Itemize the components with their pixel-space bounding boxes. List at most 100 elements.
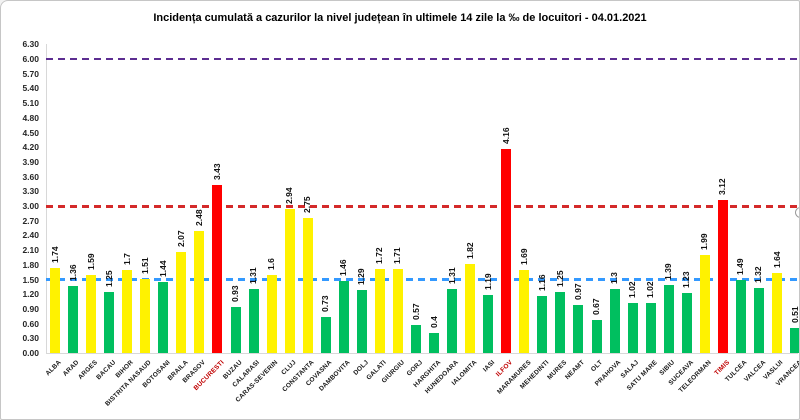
bar-value-label: 0.67 (591, 298, 602, 316)
bar-value-label: 1.25 (103, 270, 114, 287)
y-tick-label: 5.40 (22, 83, 39, 94)
bar-arges (86, 275, 97, 353)
bar-value-label: 0.73 (320, 295, 331, 313)
bar-value-label: 2.48 (193, 209, 204, 227)
bar-value-label: 0.97 (572, 283, 583, 301)
y-tick-label: 3.60 (22, 171, 39, 182)
bar-value-label: 0.93 (230, 285, 241, 303)
bar-maramures (519, 270, 530, 353)
y-tick-label: 3.90 (22, 156, 39, 167)
y-tick-label: 6.30 (22, 39, 39, 50)
bar-value-label: 1.72 (374, 247, 385, 264)
y-tick-label: 2.70 (22, 215, 39, 226)
y-tick-label: 6.00 (22, 54, 39, 64)
reference-line-3.00 (46, 204, 798, 208)
bar-value-label: 2.75 (302, 196, 313, 214)
bar-value-label: 0.51 (789, 306, 800, 323)
x-axis-line (46, 353, 798, 354)
y-tick-label: 5.10 (22, 98, 39, 109)
x-axis-label-iasi: IASI (481, 359, 497, 374)
y-tick-label: 3.00 (22, 201, 39, 211)
bar-value-label: 3.43 (211, 163, 222, 180)
bar-value-label: 1.64 (771, 251, 782, 268)
bar-satu-mare (645, 303, 656, 353)
bar-buzau (230, 307, 241, 353)
bar-value-label: 0.57 (410, 303, 421, 321)
y-tick-label: 4.80 (22, 112, 39, 123)
y-axis-line (46, 44, 47, 353)
bar-value-label: 1.19 (482, 273, 493, 290)
y-tick-label: 1.80 (22, 259, 39, 270)
bar-prahova (609, 289, 620, 353)
bar-value-label: 1.71 (392, 247, 403, 265)
y-tick-label: 0.60 (22, 318, 39, 329)
bar-mures (555, 291, 566, 353)
bar-bucuresti (212, 184, 223, 353)
bar-arad (68, 286, 79, 353)
bar-valcea (753, 288, 764, 353)
chart-title: Incidența cumulată a cazurilor la nivel … (153, 12, 647, 24)
bar-constanta (302, 218, 313, 353)
bar-calarasi (248, 288, 259, 353)
y-tick-label: 4.20 (22, 142, 39, 153)
bar-braila (176, 251, 187, 353)
bar-caras-severin (266, 274, 277, 353)
bar-value-label: 0.4 (428, 316, 439, 329)
bar-bacau (104, 291, 115, 353)
bar-suceava (681, 292, 692, 353)
bar-giurgiu (392, 269, 403, 353)
bar-iasi (483, 294, 494, 353)
y-tick-label: 0.00 (22, 348, 39, 358)
bar-dambovita (338, 281, 349, 353)
bar-bihor (122, 269, 133, 353)
y-tick-label: 5.70 (22, 68, 39, 79)
bar-bistrita-nasaud (140, 279, 151, 353)
bar-value-label: 1.02 (645, 281, 656, 299)
bar-value-label: 1.36 (67, 264, 78, 282)
bar-value-label: 2.94 (284, 187, 295, 204)
bar-value-label: 1.31 (446, 267, 457, 284)
x-axis-label-teleorman: TELEORMAN (677, 359, 713, 395)
x-axis-label-alba: ALBA (44, 359, 63, 378)
bar-value-label: 3.12 (717, 178, 728, 196)
bar-value-label: 1.46 (338, 259, 349, 277)
bar-salaj (627, 303, 638, 353)
bar-ialomita (465, 263, 476, 353)
bar-brasov (194, 231, 205, 353)
bar-alba (50, 267, 61, 353)
y-tick-label: 0.90 (22, 303, 39, 314)
bar-value-label: 4.16 (500, 127, 511, 145)
bar-teleorman (699, 255, 710, 353)
bar-value-label: 1.59 (85, 253, 96, 271)
bar-value-label: 1.74 (49, 246, 60, 263)
bar-galati (374, 268, 385, 353)
bar-mehedinti (537, 296, 548, 353)
bar-neamt (573, 305, 584, 353)
y-tick-label: 1.20 (22, 289, 39, 300)
x-axis-label-olt: OLT (590, 359, 605, 374)
partial-circle-artifact (795, 207, 799, 218)
bar-cluj (284, 208, 295, 353)
reference-line-6.00 (46, 58, 798, 60)
bar-olt (591, 320, 602, 353)
y-tick-label: 1.50 (22, 274, 39, 285)
bar-dolj (356, 289, 367, 353)
bar-hunedoara (447, 288, 458, 353)
y-tick-label: 2.40 (22, 230, 39, 241)
bar-value-label: 1.02 (627, 281, 638, 299)
bar-value-label: 1.44 (157, 260, 168, 278)
bar-value-label: 1.99 (699, 233, 710, 251)
bar-covasna (320, 317, 331, 353)
bar-value-label: 1.31 (248, 267, 259, 284)
bar-value-label: 1.49 (735, 258, 746, 275)
bar-value-label: 1.25 (554, 270, 565, 287)
bar-value-label: 1.6 (266, 257, 277, 270)
bar-sibiu (663, 284, 674, 353)
bar-value-label: 1.7 (121, 252, 132, 265)
bar-botosani (158, 282, 169, 353)
bar-value-label: 1.69 (518, 248, 529, 266)
bar-value-label: 2.07 (175, 230, 186, 247)
y-tick-label: 4.50 (22, 127, 39, 138)
